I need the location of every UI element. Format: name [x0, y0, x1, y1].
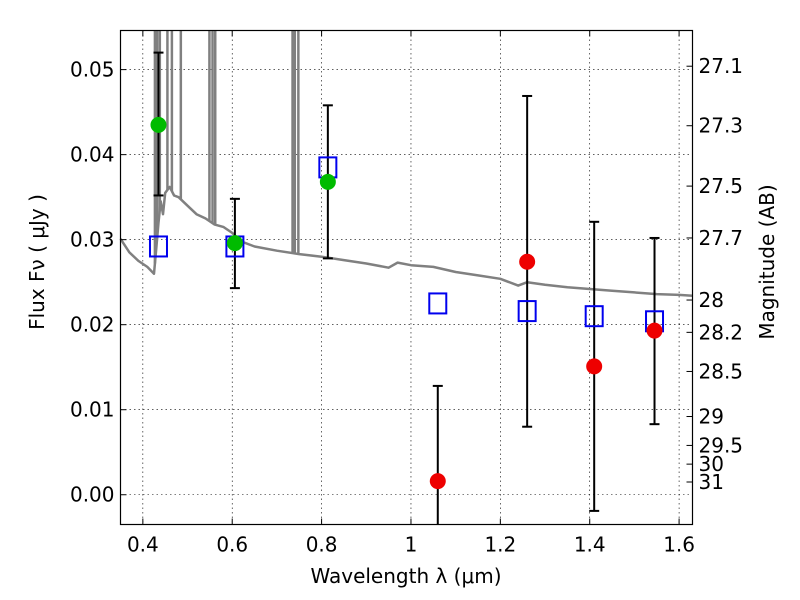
data-markers [148, 116, 665, 490]
plot-frame [119, 29, 694, 526]
y-tick-label: 0.02 [70, 313, 115, 337]
magnitude-tick-label: 30 [699, 452, 724, 476]
model-square-marker [584, 305, 604, 328]
x-tick-label: 0.4 [127, 533, 159, 557]
x-tick-label: 0.8 [306, 533, 338, 557]
x-axis-label: Wavelength λ (μm) [310, 564, 501, 588]
x-tick-labels: 0.4 0.6 0.8 1 1.2 1.4 1.6 [127, 533, 695, 557]
y-tick-label: 0.03 [70, 228, 115, 252]
y-tick-labels: 0.00 0.01 0.02 0.03 0.04 0.05 [70, 58, 115, 507]
grid-lines [120, 30, 693, 525]
non-detection-point [646, 322, 663, 339]
magnitude-tick-label: 27.7 [699, 226, 744, 250]
spectrum-line [119, 185, 693, 298]
magnitude-tick-label: 31 [699, 470, 724, 494]
y-tick-label: 0.00 [70, 483, 115, 507]
magnitude-tick-label: 29 [699, 405, 724, 429]
y-axis-label: Flux Fν ( μJy ) [25, 194, 49, 330]
x-tick-label: 0.6 [216, 533, 248, 557]
x-tick-label: 1.2 [484, 533, 516, 557]
magnitude-tick-label: 27.3 [699, 114, 744, 138]
magnitude-tick-label: 28.5 [699, 359, 744, 383]
y2-axis-label: Magnitude (AB) [755, 184, 779, 339]
x-tick-label: 1.6 [663, 533, 695, 557]
x-tick-label: 1 [405, 533, 418, 557]
x-tick-label: 1.4 [574, 533, 606, 557]
model-square-marker [428, 292, 448, 315]
detection-point [319, 173, 336, 190]
model-square-marker [148, 235, 168, 258]
model-square-marker [517, 300, 537, 323]
magnitude-tick-label: 28 [699, 288, 724, 312]
y-tick-label: 0.04 [70, 143, 115, 167]
axis-ticks [120, 30, 693, 525]
detection-point [150, 116, 167, 133]
magnitude-tick-label: 28.2 [699, 320, 744, 344]
non-detection-point [586, 358, 603, 375]
magnitude-tick-label: 27.5 [699, 174, 744, 198]
y-tick-label: 0.05 [70, 58, 115, 82]
non-detection-point [519, 253, 536, 270]
sed-model-spectrum [119, 30, 693, 298]
detection-point [226, 235, 243, 252]
y-tick-label: 0.01 [70, 398, 115, 422]
non-detection-point [429, 473, 446, 490]
magnitude-tick-label: 27.1 [699, 54, 744, 78]
magnitude-tick-label: 29.5 [699, 433, 744, 457]
